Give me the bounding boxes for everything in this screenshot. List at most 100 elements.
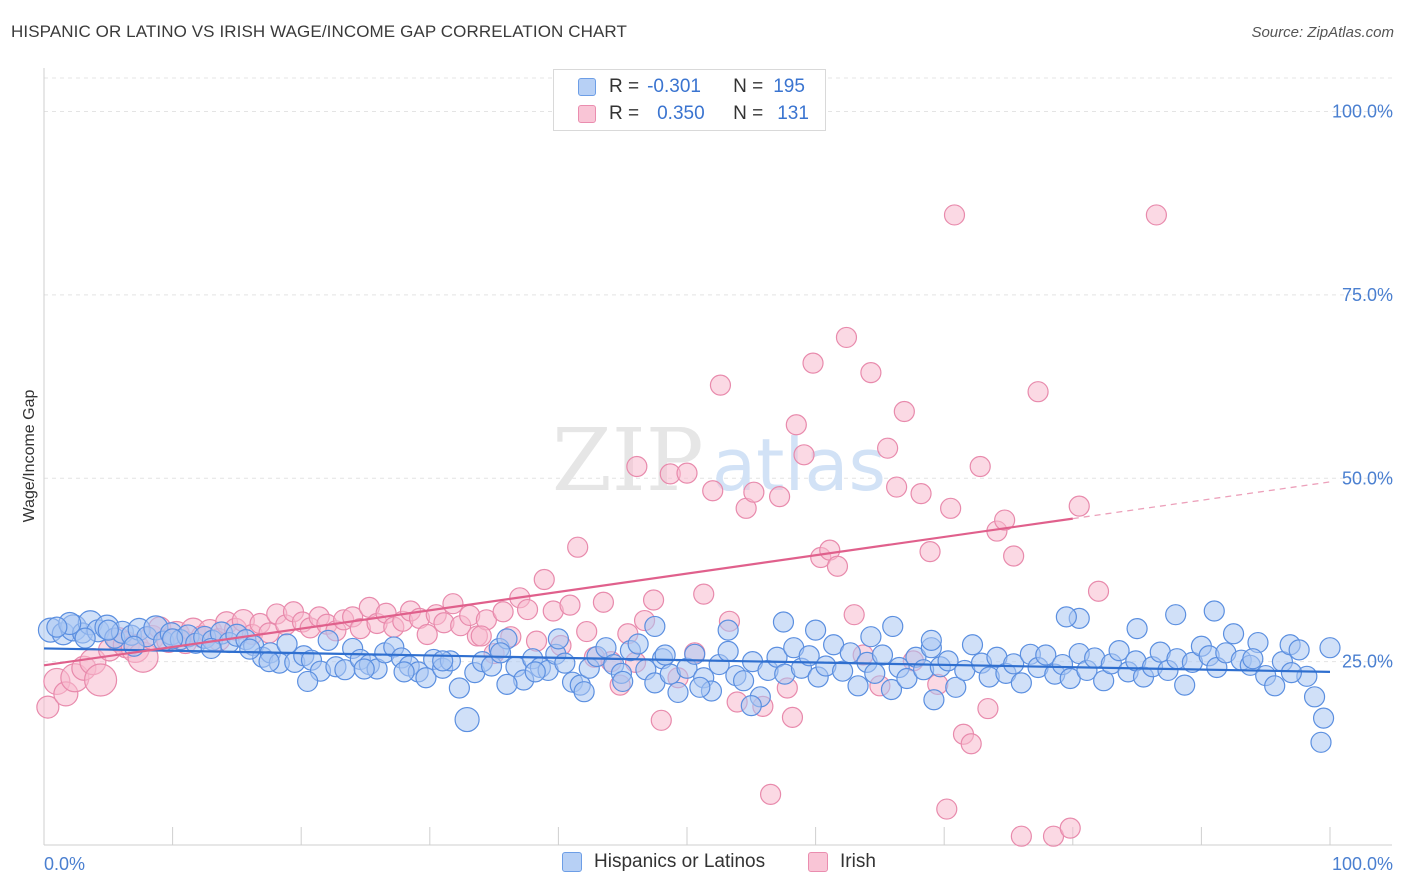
data-point [654, 644, 676, 666]
data-point [896, 667, 918, 690]
data-point [432, 650, 454, 672]
data-point [1010, 672, 1032, 694]
data-point [547, 628, 570, 650]
data-point [871, 644, 894, 666]
trend-lines [43, 481, 1331, 673]
data-point [415, 667, 437, 689]
data-point [1145, 204, 1167, 226]
data-point [576, 620, 598, 643]
data-point [573, 681, 595, 703]
y-tick-label: 75.0% [1342, 285, 1393, 305]
data-point [709, 374, 732, 396]
data-point [516, 598, 539, 621]
data-point [470, 625, 492, 647]
data-point [524, 661, 546, 683]
data-point [297, 670, 319, 693]
data-point [644, 615, 666, 638]
data-point [1310, 731, 1332, 753]
data-point [943, 204, 966, 226]
data-point [559, 594, 581, 616]
data-point [702, 480, 724, 502]
series-legend: Hispanics or Latinos Irish [0, 851, 1406, 877]
grid-lines [44, 77, 1392, 663]
data-point [554, 652, 576, 674]
legend-n-label: N = [733, 76, 764, 97]
data-point [920, 629, 942, 651]
data-point [162, 628, 184, 650]
data-point [442, 593, 464, 615]
data-point [802, 352, 824, 374]
data-point [732, 670, 755, 692]
data-point [492, 601, 514, 623]
data-point [826, 555, 849, 577]
data-point [667, 681, 689, 704]
trend-line-irish [43, 517, 1073, 667]
data-point [860, 362, 882, 384]
data-point [525, 630, 548, 652]
legend-swatch-blue [562, 852, 582, 872]
source-label: Source: ZipAtlas.com [1251, 24, 1394, 41]
data-point [860, 626, 882, 648]
data-point [877, 437, 899, 459]
legend-n-value: 195 [773, 76, 805, 97]
data-point [1303, 686, 1326, 708]
data-point [1280, 662, 1303, 684]
data-point [689, 676, 711, 698]
data-point [1319, 637, 1341, 659]
data-point [448, 677, 470, 699]
data-point [489, 642, 512, 664]
trend-line-irish-extension [1072, 481, 1331, 520]
data-point [847, 675, 869, 697]
data-point [960, 733, 982, 755]
data-point [317, 629, 339, 651]
data-point [650, 709, 672, 731]
irish-points [36, 204, 1167, 847]
data-point [627, 633, 649, 655]
chart-title: HISPANIC OR LATINO VS IRISH WAGE/INCOME … [11, 22, 627, 41]
legend-label-irish: Irish [840, 851, 876, 872]
data-point [936, 798, 958, 820]
data-point [793, 444, 815, 466]
data-point [642, 589, 665, 611]
data-point [880, 678, 903, 701]
data-point [923, 689, 945, 711]
legend-item-hispanics[interactable]: Hispanics or Latinos [562, 851, 765, 873]
data-point [781, 706, 804, 728]
y-tick-label: 50.0% [1342, 468, 1393, 488]
data-point [893, 400, 915, 423]
legend-n-value: 131 [777, 103, 809, 124]
data-point [258, 651, 280, 673]
data-point [804, 619, 827, 641]
data-point [717, 640, 739, 662]
data-point [1203, 600, 1225, 622]
data-point [83, 663, 118, 697]
data-point [592, 591, 615, 613]
x-tick-label: 100.0% [1332, 854, 1393, 874]
legend-r-value: 0.350 [657, 103, 705, 124]
data-point [626, 455, 648, 478]
data-point [882, 615, 904, 638]
data-point [1288, 639, 1310, 661]
data-point [454, 706, 480, 733]
data-point [1222, 623, 1245, 645]
legend-r-label: R = [609, 103, 640, 124]
y-tick-label: 25.0% [1342, 652, 1393, 672]
data-point [1126, 618, 1148, 640]
legend-swatch-pink [808, 852, 828, 872]
legend-row-hispanic: R = -0.301 N = 195 [578, 74, 805, 100]
legend-item-irish[interactable]: Irish [808, 851, 876, 873]
data-point [798, 645, 820, 667]
data-point [1264, 675, 1286, 697]
data-point [1312, 707, 1335, 729]
data-point [416, 623, 438, 646]
data-point [832, 660, 854, 682]
data-point [239, 638, 261, 660]
y-axis-label: Wage/Income Gap [21, 390, 38, 523]
y-tick-label: 100.0% [1332, 102, 1393, 122]
data-point [612, 670, 634, 693]
data-point [785, 414, 807, 436]
data-point [46, 616, 68, 638]
legend-r-label: R = [609, 76, 640, 97]
data-point [36, 695, 60, 719]
